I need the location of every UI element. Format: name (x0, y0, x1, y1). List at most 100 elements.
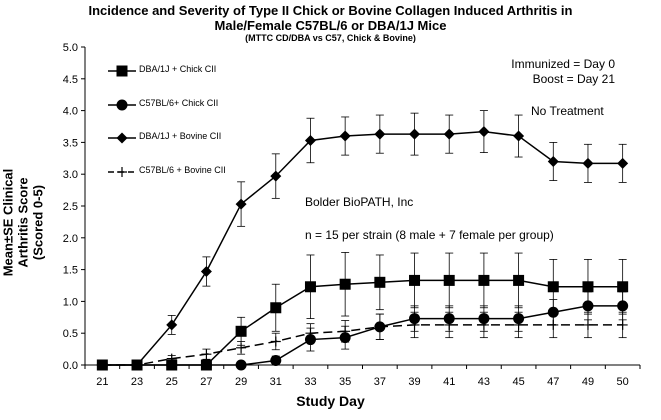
point-dba-chick (582, 281, 594, 293)
point-c57-bovine (236, 342, 247, 353)
point-dba-bovine (200, 266, 212, 278)
x-axis-label: Study Day (296, 393, 365, 409)
annotation-treatment: No Treatment (531, 104, 604, 118)
legend-marker-dba-bovine (116, 132, 128, 144)
series-line-dba-bovine (102, 130, 623, 366)
point-c57-bovine (374, 321, 385, 332)
point-c57-bovine (409, 319, 420, 330)
point-c57-chick (166, 359, 178, 371)
y-tick-label: 3.0 (63, 169, 78, 181)
y-tick-label: 1.5 (63, 265, 78, 277)
legend-label-dba-bovine: DBA/1J + Bovine CII (139, 131, 222, 141)
point-c57-chick (200, 359, 212, 371)
point-c57-chick (617, 300, 629, 312)
series-line-c57-chick (102, 305, 623, 366)
y-axis-label-line2: (Scored 0-5) (30, 184, 46, 261)
x-tick-label: 33 (304, 376, 316, 388)
point-dba-bovine (409, 128, 421, 140)
legend-marker-dba-chick (116, 65, 128, 77)
point-dba-chick (617, 281, 629, 293)
series-line-c57-bovine (102, 324, 623, 366)
annotation-company: Bolder BioPATH, Inc (305, 195, 414, 209)
point-c57-chick (582, 300, 594, 312)
y-tick-label: 5.0 (63, 42, 78, 54)
point-dba-chick (547, 281, 559, 293)
point-c57-bovine (444, 319, 455, 330)
x-tick-label: 49 (582, 376, 594, 388)
x-tick-label: 37 (374, 376, 386, 388)
point-dba-chick (443, 274, 455, 286)
legend-label-c57-bovine: C57BL/6 + Bovine CII (139, 165, 226, 175)
legend-marker-c57-chick (116, 99, 128, 111)
point-dba-bovine (304, 134, 316, 146)
point-dba-chick (235, 325, 247, 337)
point-c57-chick (270, 355, 282, 367)
point-c57-bovine (201, 349, 212, 360)
point-c57-bovine (305, 328, 316, 339)
point-dba-chick (374, 276, 386, 288)
point-dba-bovine (617, 157, 629, 169)
point-c57-bovine (132, 360, 143, 370)
point-c57-bovine (582, 319, 593, 330)
legend-marker-c57-bovine (117, 167, 127, 177)
x-tick-label: 31 (270, 376, 282, 388)
y-tick-label: 3.5 (63, 137, 78, 149)
chart-title-line1-display: Incidence and Severity of Type II Chick … (88, 3, 573, 18)
annotation-sample-size: n = 15 per strain (8 male + 7 female per… (305, 228, 554, 242)
point-dba-bovine (339, 130, 351, 142)
y-tick-label: 0.0 (63, 360, 78, 372)
x-tick-label: 29 (235, 376, 247, 388)
point-dba-bovine (443, 128, 455, 140)
annotation-boost: Boost = Day 21 (532, 72, 615, 86)
point-c57-bovine (340, 326, 351, 337)
annotation-immunized: Immunized = Day 0 (511, 57, 615, 71)
point-c57-bovine (513, 319, 524, 330)
point-c57-bovine (478, 319, 489, 330)
x-tick-label: 23 (131, 376, 143, 388)
point-dba-bovine (478, 126, 490, 138)
point-c57-bovine (617, 319, 628, 330)
point-dba-bovine (270, 170, 282, 182)
y-tick-label: 2.0 (63, 233, 78, 245)
point-dba-bovine (166, 319, 178, 331)
y-tick-label: 4.0 (63, 106, 78, 118)
y-tick-label: 2.5 (63, 201, 78, 213)
point-c57-bovine (97, 360, 108, 370)
y-tick-label: 0.5 (63, 328, 78, 340)
point-dba-bovine (547, 155, 559, 167)
x-tick-label: 35 (339, 376, 351, 388)
y-tick-label: 1.0 (63, 296, 78, 308)
point-dba-bovine (235, 198, 247, 210)
series-line-dba-chick (102, 279, 623, 366)
chart-subtitle: (MTTC CD/DBA vs C57, Chick & Bovine) (245, 33, 416, 43)
chart-title-line2: Male/Female C57BL/6 or DBA/1J Mice (214, 18, 447, 33)
point-c57-chick (235, 359, 247, 371)
x-tick-label: 25 (166, 376, 178, 388)
point-dba-bovine (513, 130, 525, 142)
point-dba-bovine (374, 128, 386, 140)
x-tick-label: 50 (617, 376, 629, 388)
x-tick-label: 27 (200, 376, 212, 388)
point-c57-bovine (548, 319, 559, 330)
x-tick-label: 45 (512, 376, 524, 388)
x-tick-label: 39 (408, 376, 420, 388)
point-dba-chick (478, 274, 490, 286)
point-dba-chick (270, 302, 282, 314)
point-dba-chick (409, 274, 421, 286)
point-dba-chick (339, 278, 351, 290)
y-axis-label-line1: Mean±SE Clinical Arthritis Score (0, 168, 31, 277)
legend-label-c57-chick: C57BL/6+ Chick CII (139, 98, 219, 108)
legend-label-dba-chick: DBA/1J + Chick CII (139, 64, 217, 74)
point-dba-chick (513, 274, 525, 286)
y-tick-label: 4.5 (63, 74, 78, 86)
point-c57-bovine (166, 353, 177, 364)
x-tick-label: 41 (443, 376, 455, 388)
y-axis-label: Mean±SE Clinical Arthritis Score (Scored… (1, 143, 46, 303)
point-dba-chick (304, 281, 316, 293)
point-dba-bovine (582, 157, 594, 169)
x-tick-label: 47 (547, 376, 559, 388)
x-tick-label: 21 (96, 376, 108, 388)
point-c57-bovine (270, 336, 281, 347)
x-tick-label: 43 (478, 376, 490, 388)
